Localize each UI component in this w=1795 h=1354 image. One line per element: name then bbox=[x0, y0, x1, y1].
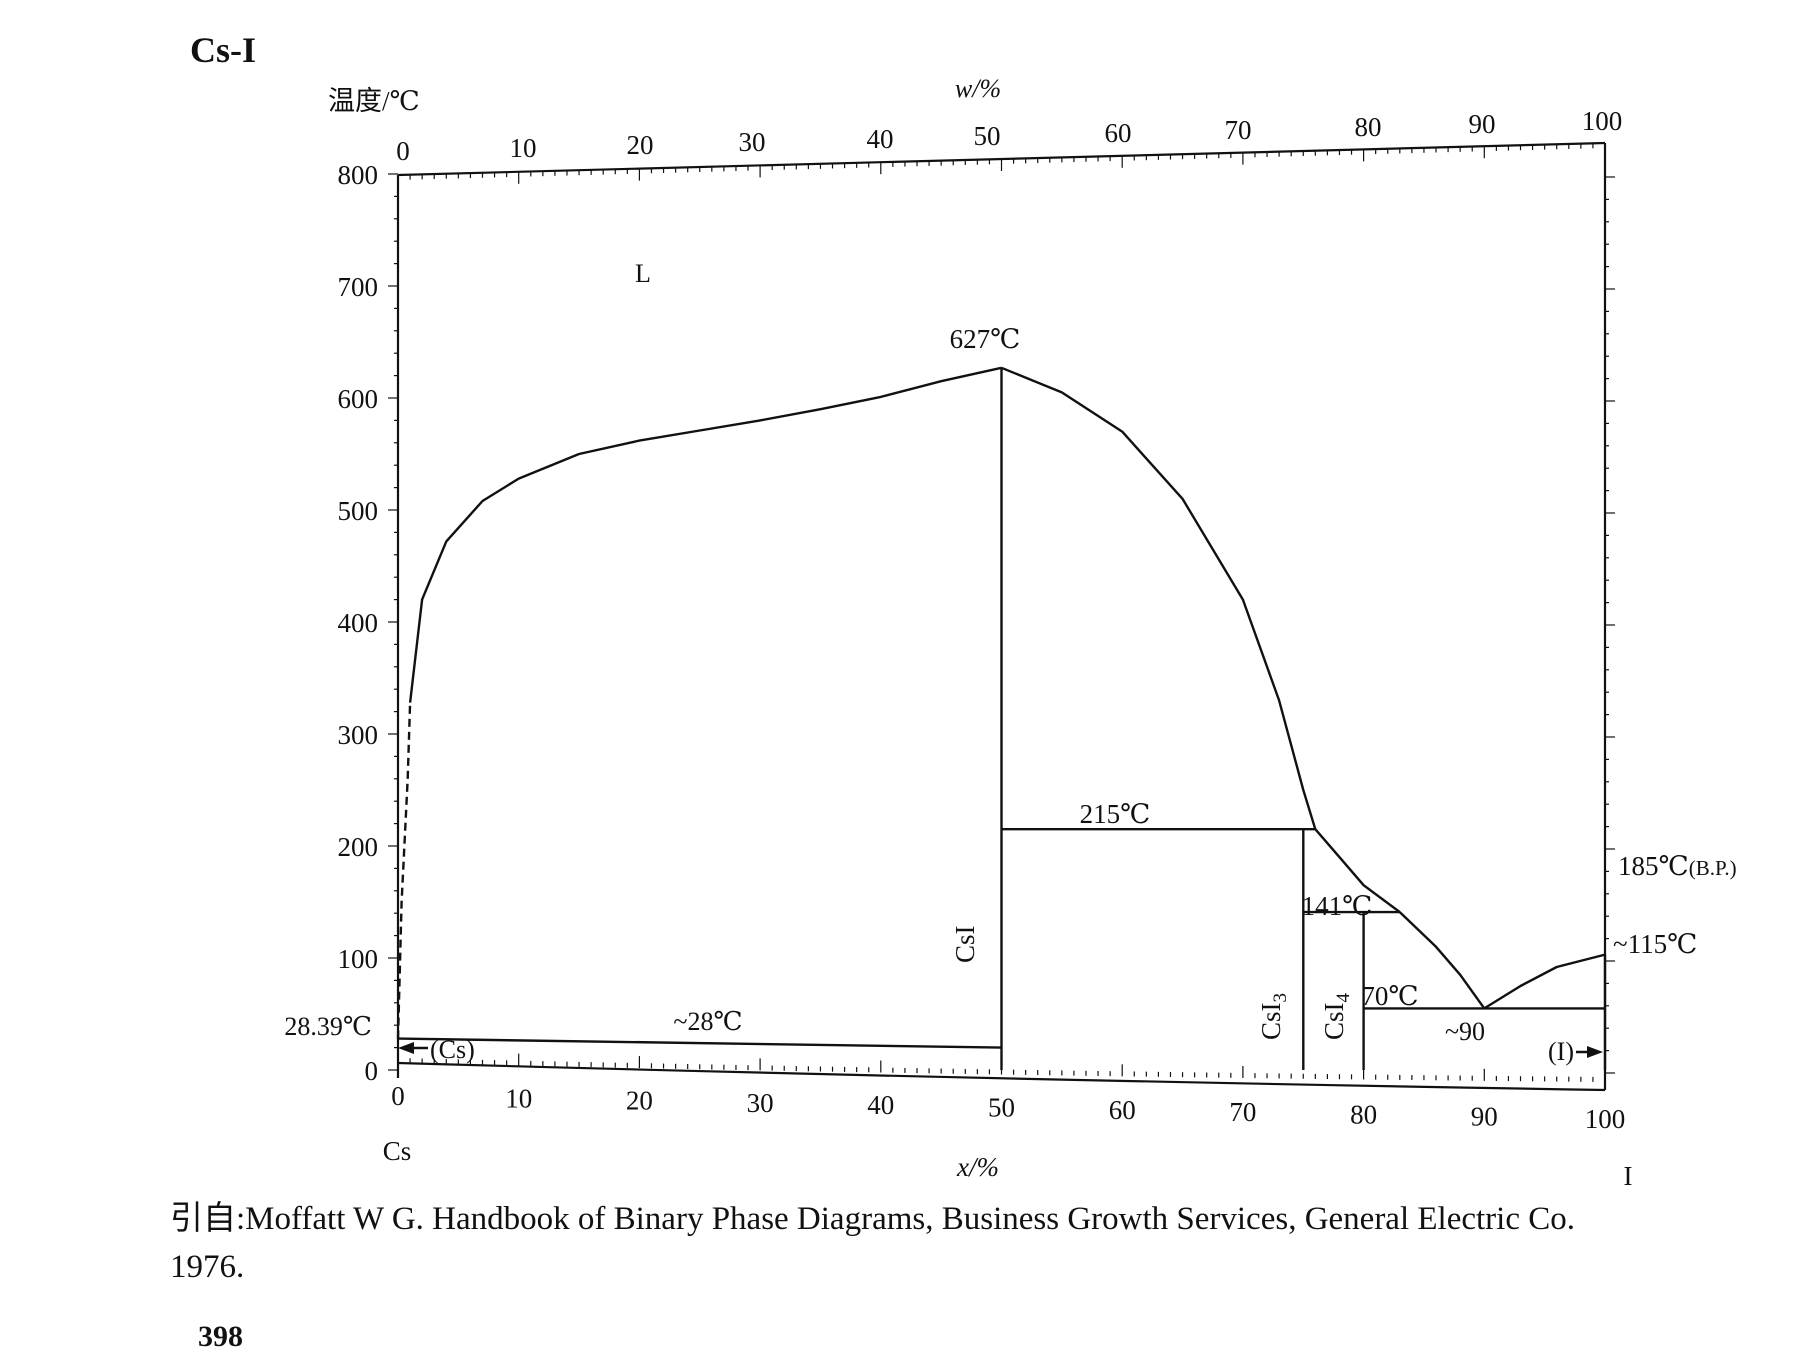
csi-compound-label: CsI bbox=[950, 925, 980, 963]
x-tick-label: 60 bbox=[1109, 1095, 1136, 1125]
citation-line-1: 引自:Moffatt W G. Handbook of Binary Phase… bbox=[170, 1201, 1575, 1237]
bottom-axis bbox=[397, 1061, 1606, 1092]
top-axis bbox=[397, 141, 1606, 177]
y-tick-label: 500 bbox=[338, 496, 379, 526]
cs-arrowhead-icon bbox=[398, 1042, 414, 1054]
csi3-text: CsI bbox=[1256, 1002, 1286, 1040]
x-tick-label: 30 bbox=[747, 1088, 774, 1118]
y-tick-label: 800 bbox=[338, 160, 379, 190]
citation-caption: 引自:Moffatt W G. Handbook of Binary Phase… bbox=[170, 1195, 1770, 1291]
csi4-compound-label: CsI4 bbox=[1319, 992, 1354, 1040]
top-tick-label: 50 bbox=[974, 121, 1001, 151]
chart-title: Cs-I bbox=[190, 30, 256, 70]
y-axis-label: 温度/℃ bbox=[328, 86, 420, 116]
left-element-label: Cs bbox=[383, 1136, 412, 1166]
top-tick-label: 70 bbox=[1225, 115, 1252, 145]
x-tick-label: 50 bbox=[988, 1093, 1015, 1123]
y-tick-label: 400 bbox=[338, 608, 379, 638]
csi3-compound-label: CsI3 bbox=[1256, 993, 1291, 1040]
i-boiling-temp: 185℃ bbox=[1618, 851, 1689, 881]
x-tick-label: 10 bbox=[505, 1083, 532, 1113]
eutectic-70-label: 70℃ bbox=[1361, 981, 1418, 1011]
x-tick-label: 0 bbox=[391, 1081, 405, 1111]
phase-boundary-line bbox=[1483, 953, 1606, 1010]
bottom-tick-labels: 0 10 20 30 40 50 60 70 80 90 100 bbox=[391, 1081, 1625, 1134]
y-tick-label: 600 bbox=[338, 384, 379, 414]
y-tick-label: 100 bbox=[338, 944, 379, 974]
csi-melting-label: 627℃ bbox=[950, 324, 1021, 354]
csi4-text: CsI bbox=[1319, 1002, 1349, 1040]
phase-boundary-line bbox=[397, 1037, 1002, 1049]
x-tick-label: 100 bbox=[1585, 1104, 1626, 1134]
top-tick-label: 20 bbox=[627, 130, 654, 160]
phase-boundary-line bbox=[1314, 828, 1401, 914]
phase-boundary-line bbox=[396, 702, 412, 1039]
eutectic-28-label: ~28℃ bbox=[673, 1007, 742, 1036]
cs-melting-label: 28.39℃ bbox=[284, 1012, 372, 1041]
i-phase-label: (I) bbox=[1548, 1037, 1574, 1066]
citation-line-2: 1976. bbox=[170, 1249, 245, 1285]
top-tick-label: 90 bbox=[1469, 109, 1496, 139]
peritectic-215-label: 215℃ bbox=[1080, 799, 1151, 829]
y-tick-label: 700 bbox=[338, 272, 379, 302]
right-element-label: I bbox=[1624, 1161, 1633, 1191]
y-tick-label: 300 bbox=[338, 720, 379, 750]
x-tick-label: 90 bbox=[1471, 1102, 1498, 1132]
csi3-subscript: 3 bbox=[1270, 993, 1291, 1003]
phase-boundary-line bbox=[408, 366, 1002, 703]
y-tick-label: 200 bbox=[338, 832, 379, 862]
x-tick-label: 70 bbox=[1229, 1097, 1256, 1127]
liquid-region-label: L bbox=[635, 259, 651, 288]
i-boiling-label: 185℃(B.P.) bbox=[1618, 851, 1737, 881]
top-tick-label: 0 bbox=[396, 136, 410, 166]
phase-boundary-line bbox=[1398, 911, 1486, 1010]
top-tick-label: 30 bbox=[739, 127, 766, 157]
page-number: 398 bbox=[198, 1320, 243, 1353]
peritectic-141-label: 141℃ bbox=[1302, 891, 1373, 921]
top-axis-label: w/% bbox=[955, 74, 1001, 103]
y-tick-label: 0 bbox=[365, 1056, 379, 1086]
i-boiling-note: (B.P.) bbox=[1689, 856, 1737, 880]
csi4-subscript: 4 bbox=[1333, 992, 1354, 1002]
top-tick-label: 100 bbox=[1582, 106, 1623, 136]
phase-boundary-line bbox=[1001, 366, 1317, 830]
phase-diagram-chart: Cs-I 温度/℃ w/% x/% Cs I 0 10 20 30 40 50 … bbox=[190, 30, 1737, 1191]
top-tick-label: 40 bbox=[867, 124, 894, 154]
phase-boundaries bbox=[396, 366, 1607, 1070]
top-tick-labels: 0 10 20 30 40 50 60 70 80 90 100 bbox=[396, 106, 1622, 166]
top-tick-label: 10 bbox=[510, 133, 537, 163]
i-melting-label: ~115℃ bbox=[1613, 929, 1697, 959]
y-tick-labels: 0 100 200 300 400 500 600 700 800 bbox=[338, 160, 379, 1086]
i-arrowhead-icon bbox=[1587, 1046, 1603, 1058]
top-tick-label: 60 bbox=[1105, 118, 1132, 148]
top-tick-label: 80 bbox=[1355, 112, 1382, 142]
bottom-axis-label: x/% bbox=[956, 1152, 999, 1182]
eutectic-x-label: ~90 bbox=[1445, 1017, 1485, 1046]
cs-phase-label: (Cs) bbox=[430, 1035, 475, 1064]
x-tick-label: 20 bbox=[626, 1086, 653, 1116]
x-tick-label: 80 bbox=[1350, 1099, 1377, 1129]
axis-ticks bbox=[388, 143, 1615, 1082]
x-tick-label: 40 bbox=[867, 1090, 894, 1120]
